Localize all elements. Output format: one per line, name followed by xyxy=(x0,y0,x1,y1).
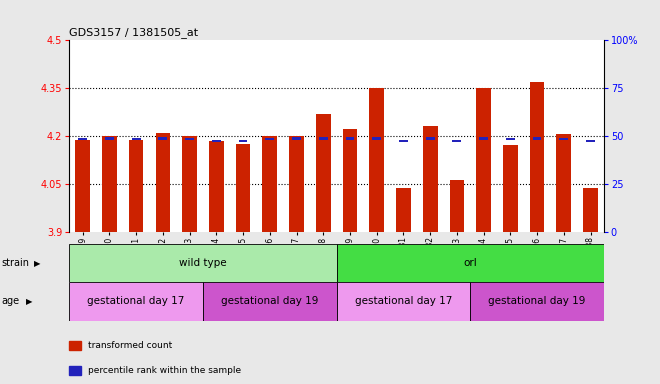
Bar xyxy=(396,187,411,232)
Text: strain: strain xyxy=(1,258,29,268)
Text: percentile rank within the sample: percentile rank within the sample xyxy=(88,366,241,375)
Text: gestational day 17: gestational day 17 xyxy=(87,296,185,306)
Bar xyxy=(316,114,331,232)
Bar xyxy=(212,140,220,142)
Text: age: age xyxy=(1,296,19,306)
Bar xyxy=(182,136,197,232)
Bar xyxy=(263,136,277,232)
Bar xyxy=(69,282,203,321)
Bar xyxy=(343,129,357,232)
Bar xyxy=(75,139,90,232)
Text: ▶: ▶ xyxy=(34,258,41,268)
Bar xyxy=(209,141,224,232)
Bar xyxy=(449,179,464,232)
Bar xyxy=(533,137,541,140)
Bar xyxy=(530,82,544,232)
Bar xyxy=(346,137,354,140)
Bar xyxy=(586,139,595,142)
Text: GDS3157 / 1381505_at: GDS3157 / 1381505_at xyxy=(69,28,199,38)
Text: gestational day 19: gestational day 19 xyxy=(221,296,319,306)
Bar xyxy=(129,139,143,232)
Bar xyxy=(399,139,408,142)
Bar xyxy=(477,88,491,232)
Bar xyxy=(423,126,438,232)
Bar xyxy=(556,134,571,232)
Bar xyxy=(105,137,114,139)
Bar xyxy=(503,145,517,232)
Bar xyxy=(79,137,87,140)
Bar xyxy=(506,138,515,141)
Bar xyxy=(453,139,461,142)
Bar xyxy=(337,282,471,321)
Bar xyxy=(372,137,381,140)
Bar xyxy=(370,88,384,232)
Bar xyxy=(265,137,274,140)
Bar xyxy=(470,282,604,321)
Bar xyxy=(236,144,250,232)
Bar xyxy=(426,137,434,139)
Bar xyxy=(289,136,304,232)
Bar xyxy=(479,137,488,139)
Bar xyxy=(319,137,327,140)
Bar xyxy=(69,244,337,282)
Bar xyxy=(132,138,141,141)
Bar xyxy=(158,137,167,139)
Text: transformed count: transformed count xyxy=(88,341,172,350)
Bar xyxy=(583,187,598,232)
Text: gestational day 17: gestational day 17 xyxy=(354,296,452,306)
Text: gestational day 19: gestational day 19 xyxy=(488,296,586,306)
Bar xyxy=(102,136,117,232)
Bar xyxy=(292,137,301,139)
Bar xyxy=(239,140,248,142)
Bar xyxy=(156,133,170,232)
Bar xyxy=(185,138,194,141)
Bar xyxy=(203,282,337,321)
Bar xyxy=(560,138,568,141)
Bar xyxy=(337,244,604,282)
Text: wild type: wild type xyxy=(179,258,227,268)
Text: ▶: ▶ xyxy=(26,297,33,306)
Text: orl: orl xyxy=(463,258,477,268)
